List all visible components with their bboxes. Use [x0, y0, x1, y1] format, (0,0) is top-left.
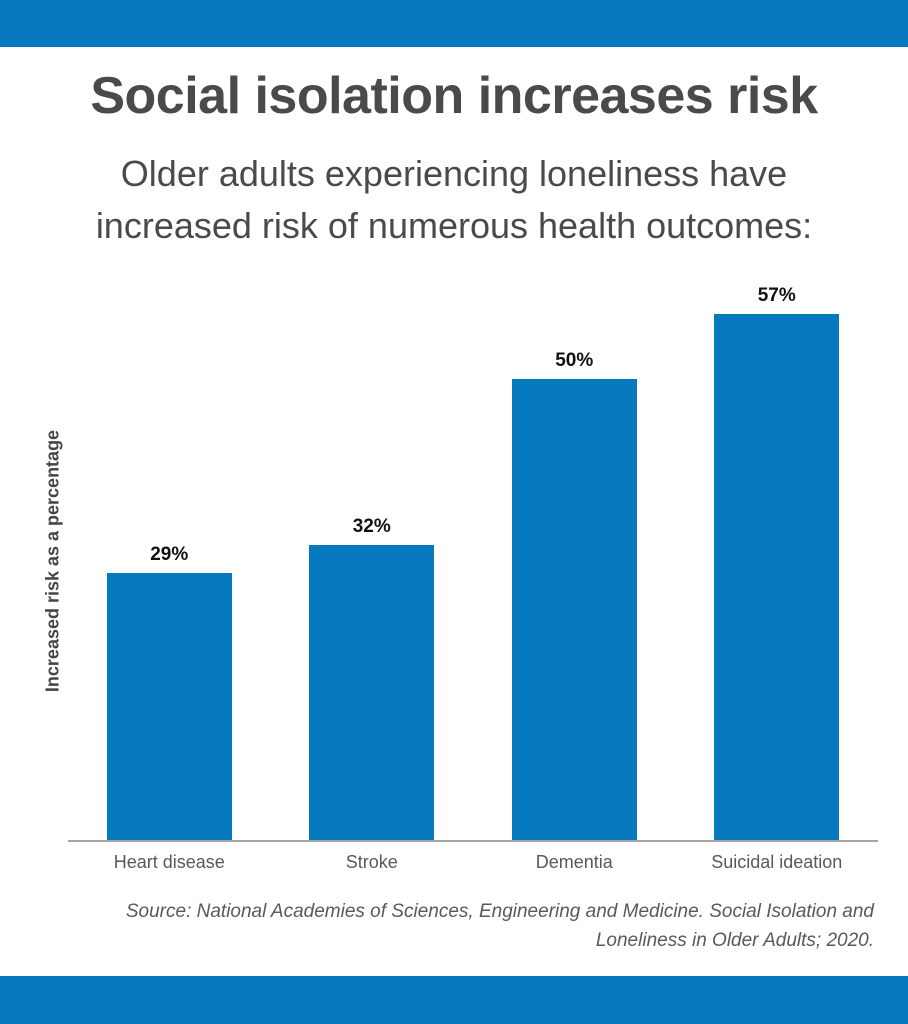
bar-suicidal-ideation: [714, 314, 840, 841]
page-subtitle: Older adults experiencing loneliness hav…: [0, 148, 908, 252]
bar-chart: 29% 32% 50% 57%: [68, 280, 878, 841]
page-title: Social isolation increases risk: [90, 67, 818, 125]
subtitle-line-1: Older adults experiencing loneliness hav…: [120, 153, 788, 194]
bar-value-label: 50%: [555, 350, 594, 371]
bar-value-label: 57%: [757, 285, 796, 306]
source-citation: Source: National Academies of Sciences, …: [74, 897, 874, 955]
source-line-2: Loneliness in Older Adults; 2020.: [595, 930, 874, 951]
bar-dementia: [511, 379, 637, 841]
x-axis-line: [68, 840, 878, 842]
subtitle-line-2: increased risk of numerous health outcom…: [95, 205, 813, 246]
tick-label-heart-disease: Heart disease: [113, 852, 225, 872]
bar-group-stroke: 32%: [271, 280, 474, 841]
bar-group-suicidal-ideation: 57%: [676, 280, 879, 841]
top-accent-band: [0, 0, 908, 47]
bar-value-label: 32%: [352, 516, 391, 537]
bar-value-label: 29%: [150, 544, 189, 565]
bar-heart-disease: [106, 573, 232, 841]
x-axis-tick-labels: Heart disease Stroke Dementia Suicidal i…: [68, 852, 878, 873]
bar-group-heart-disease: 29%: [68, 280, 271, 841]
tick-label-stroke: Stroke: [345, 852, 398, 872]
y-axis-label: Increased risk as a percentage: [42, 429, 63, 693]
source-line-1: Source: National Academies of Sciences, …: [125, 901, 874, 922]
tick-label-suicidal-ideation: Suicidal ideation: [711, 852, 843, 872]
tick-label-dementia: Dementia: [535, 852, 613, 872]
bar-stroke: [309, 545, 435, 841]
bar-group-dementia: 50%: [473, 280, 676, 841]
bottom-accent-band: [0, 976, 908, 1024]
